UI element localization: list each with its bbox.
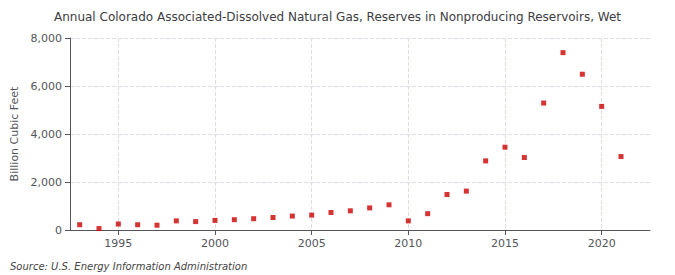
svg-text:Source: U.S. Energy Informatio: Source: U.S. Energy Information Administ…: [10, 261, 247, 272]
svg-text:2015: 2015: [491, 237, 519, 250]
svg-text:Annual Colorado Associated-Dis: Annual Colorado Associated-Dissolved Nat…: [54, 10, 621, 24]
svg-text:6,000: 6,000: [31, 80, 63, 93]
svg-text:2010: 2010: [394, 237, 422, 250]
svg-text:0: 0: [55, 224, 62, 237]
svg-text:2005: 2005: [298, 237, 326, 250]
svg-text:1995: 1995: [104, 237, 132, 250]
svg-text:Billion Cubic Feet: Billion Cubic Feet: [8, 86, 21, 181]
svg-text:2020: 2020: [588, 237, 616, 250]
svg-text:2000: 2000: [201, 237, 229, 250]
svg-text:2,000: 2,000: [31, 176, 63, 189]
svg-text:4,000: 4,000: [31, 128, 63, 141]
svg-text:8,000: 8,000: [31, 32, 63, 45]
